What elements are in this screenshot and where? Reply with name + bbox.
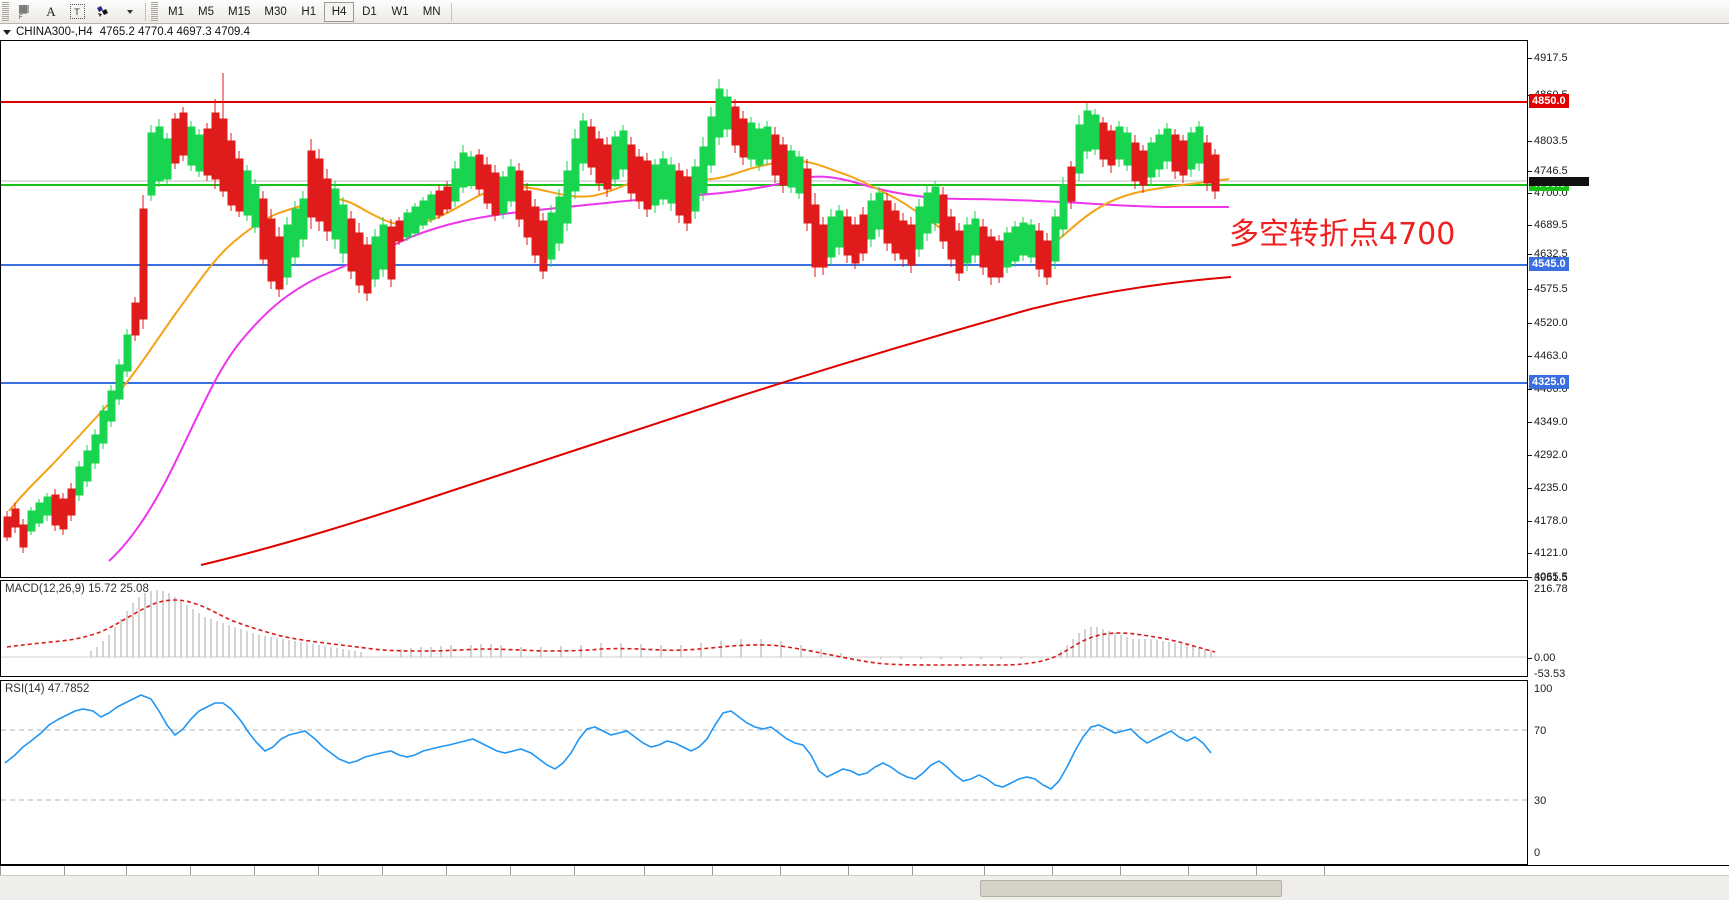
- text-tool-icon[interactable]: A: [38, 1, 64, 23]
- ytick-4746-5: 4746.5: [1534, 165, 1568, 177]
- macd-chart-svg: [1, 590, 1527, 666]
- toolbar-divider-2: [450, 2, 452, 21]
- ytick-4178-0: 4235.0: [1534, 482, 1568, 494]
- text-tool-glyph: A: [46, 3, 56, 19]
- toolbar-grip-2[interactable]: [151, 1, 158, 22]
- timeframe-w1[interactable]: W1: [391, 5, 409, 18]
- shapes-dropdown-chevron-down-icon[interactable]: [116, 1, 142, 23]
- svg-text:F: F: [19, 15, 23, 19]
- ytick-4632-5: 4689.5: [1534, 219, 1568, 231]
- rsi-line: [4, 694, 1212, 790]
- current-price-tag: [1529, 177, 1589, 186]
- macd-signal-line: [6, 599, 1216, 666]
- toolbar-grip-1[interactable]: [2, 1, 9, 22]
- main-toolbar: F A T M1 M5 M15 M30 H1 H4 D1 W1 MN: [0, 0, 1729, 24]
- macd-ytick-max: 216.78: [1534, 583, 1568, 595]
- ytick-4121-0: 4178.0: [1534, 515, 1568, 527]
- timeframe-m5[interactable]: M5: [198, 5, 214, 18]
- timeframe-h1[interactable]: H1: [301, 5, 317, 18]
- timeframe-mn[interactable]: MN: [422, 5, 441, 18]
- timeframe-m30[interactable]: M30: [264, 5, 287, 18]
- ytick-4520-0: 4575.5: [1534, 283, 1568, 295]
- chart-frame: CHINA300-,H4 4765.2 4770.4 4697.3 4709.4: [0, 24, 1729, 900]
- rsi-panel[interactable]: RSI(14) 47.7852: [0, 680, 1528, 865]
- ytick-4008-5: 4065.5: [1534, 571, 1568, 583]
- price-chart-panel[interactable]: 多空转折点4700: [0, 40, 1528, 578]
- label-tool-glyph: T: [69, 4, 85, 19]
- scrollbar-thumb[interactable]: [980, 880, 1282, 897]
- ytick-3951-5: 3951.5: [1534, 572, 1568, 584]
- macd-histogram: [90, 590, 1212, 659]
- ytick-4292-0: 4349.0: [1534, 416, 1568, 428]
- price-level-label-4325[interactable]: 4325.0: [1529, 375, 1569, 389]
- macd-panel[interactable]: MACD(12,26,9) 15.72 25.08: [0, 580, 1528, 677]
- rsi-indicator-label: RSI(14) 47.7852: [5, 683, 90, 695]
- rsi-chart-svg: [1, 694, 1527, 801]
- collapse-triangle-icon[interactable]: [3, 29, 11, 35]
- symbol-bar: CHINA300-,H4 4765.2 4770.4 4697.3 4709.4: [0, 24, 1729, 40]
- rsi-ytick-0: 0: [1534, 847, 1541, 859]
- crosshair-icon[interactable]: F: [12, 1, 38, 23]
- ytick-4463-0: 4520.0: [1534, 317, 1568, 329]
- ma-mid-line: [108, 175, 1229, 562]
- chart-annotation-text: 多空转折点4700: [1229, 217, 1456, 252]
- toolbar-divider-1: [145, 2, 146, 21]
- macd-ytick-zero: 0.00: [1534, 652, 1556, 664]
- macd-axis: 216.78 0.00 -53.53: [1528, 580, 1729, 680]
- symbol-label: CHINA300-,H4: [16, 26, 93, 38]
- candlestick-series: [3, 73, 1220, 553]
- ytick-4917-5: 4917.5: [1534, 52, 1568, 64]
- price-level-label-4850[interactable]: 4850.0: [1529, 94, 1569, 108]
- ohlc-values: 4765.2 4770.4 4697.3 4709.4: [99, 26, 250, 38]
- macd-indicator-label: MACD(12,26,9) 15.72 25.08: [5, 583, 149, 595]
- ytick-4803-5: 4803.5: [1534, 135, 1568, 147]
- timeframe-h4[interactable]: H4: [323, 1, 355, 22]
- ma-fast-line: [8, 159, 1230, 512]
- price-chart-svg: [1, 73, 1527, 566]
- shapes-tool-icon[interactable]: [90, 1, 116, 23]
- timeframe-m1[interactable]: M1: [168, 5, 184, 18]
- ytick-4406-0: 4463.0: [1534, 350, 1568, 362]
- macd-ytick-min: -53.53: [1534, 668, 1566, 680]
- horizontal-scrollbar[interactable]: [0, 875, 1729, 900]
- price-level-label-4545[interactable]: 4545.0: [1529, 257, 1569, 271]
- timeframe-d1[interactable]: D1: [362, 5, 377, 18]
- label-tool-icon[interactable]: T: [64, 1, 90, 23]
- ytick-4235-0: 4292.0: [1534, 449, 1568, 461]
- ma-slow-line: [200, 276, 1232, 566]
- rsi-ytick-30: 30: [1534, 795, 1547, 807]
- price-axis[interactable]: 4917.5 4860.5 4803.5 4746.5 4700.0 4689.…: [1528, 40, 1729, 583]
- timeframe-m15[interactable]: M15: [228, 5, 251, 18]
- rsi-ytick-70: 70: [1534, 725, 1547, 737]
- rsi-ytick-100: 100: [1534, 683, 1553, 695]
- timeframe-group: M1 M5 M15 M30 H1 H4 D1 W1 MN: [161, 1, 448, 22]
- ytick-4065-5: 4121.0: [1534, 547, 1568, 559]
- rsi-axis: 100 70 30 0: [1528, 680, 1729, 865]
